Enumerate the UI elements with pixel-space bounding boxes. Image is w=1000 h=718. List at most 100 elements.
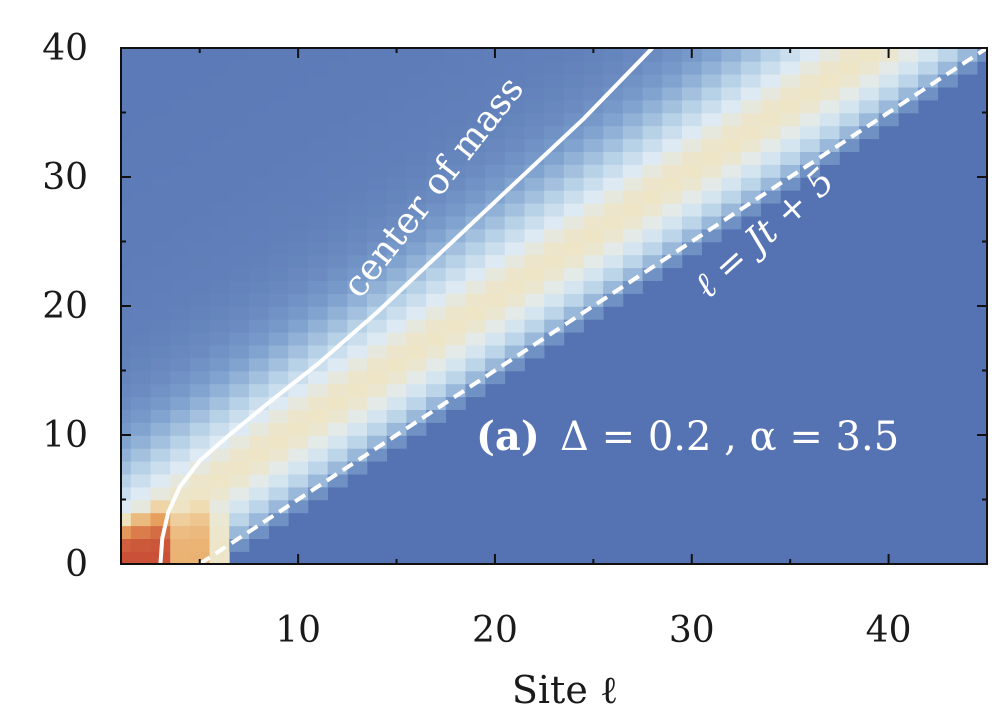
heatmap-cell bbox=[839, 73, 860, 88]
heatmap-cell bbox=[229, 138, 250, 152]
heatmap-cell bbox=[150, 486, 171, 501]
heatmap-cell bbox=[445, 215, 466, 230]
heatmap-cell bbox=[170, 331, 191, 346]
heatmap-cell bbox=[327, 60, 348, 75]
heatmap-cell bbox=[327, 267, 348, 281]
heatmap-cell bbox=[268, 473, 289, 488]
heatmap-cell bbox=[307, 151, 329, 165]
heatmap-cell bbox=[367, 138, 388, 152]
heatmap-cell bbox=[170, 241, 191, 256]
heatmap-cell bbox=[189, 48, 210, 62]
heatmap-cell bbox=[327, 215, 348, 230]
heatmap-cell bbox=[307, 280, 329, 294]
heatmap-cell bbox=[740, 73, 762, 88]
heatmap-cell bbox=[288, 164, 309, 178]
heatmap-cell bbox=[406, 344, 427, 359]
heatmap-cell bbox=[229, 357, 250, 372]
heatmap-cell bbox=[229, 383, 250, 398]
heatmap-cell bbox=[524, 318, 545, 333]
heatmap-cell bbox=[170, 189, 191, 204]
heatmap-cell bbox=[485, 73, 506, 88]
heatmap-cell bbox=[583, 151, 604, 165]
heatmap-cell bbox=[268, 177, 289, 191]
heatmap-cell bbox=[130, 512, 151, 527]
y-tick-label: 10 bbox=[42, 415, 88, 456]
heatmap-cell bbox=[170, 460, 191, 475]
heatmap-cell bbox=[170, 254, 191, 269]
heatmap-cell bbox=[150, 73, 171, 88]
heatmap-cell bbox=[130, 125, 151, 140]
heatmap-cell bbox=[386, 138, 407, 152]
heatmap-cell bbox=[819, 99, 840, 114]
heatmap-cell bbox=[524, 112, 545, 127]
heatmap-cell bbox=[622, 241, 643, 256]
heatmap-cell bbox=[248, 241, 269, 256]
heatmap-cell bbox=[544, 267, 565, 281]
heatmap-cell bbox=[121, 125, 132, 140]
heatmap-cell bbox=[681, 73, 702, 88]
heatmap-cell bbox=[268, 60, 289, 75]
heatmap-cell bbox=[642, 138, 663, 152]
heatmap-cell bbox=[288, 60, 309, 75]
heatmap-cell bbox=[268, 331, 289, 346]
heatmap-cell bbox=[209, 331, 230, 346]
heatmap-cell bbox=[859, 99, 880, 114]
heatmap-cell bbox=[130, 435, 151, 449]
heatmap-cell bbox=[248, 228, 269, 243]
heatmap-cell bbox=[642, 86, 663, 101]
heatmap-cell bbox=[367, 370, 388, 385]
heatmap-cell bbox=[248, 331, 269, 346]
heatmap-cell bbox=[603, 60, 624, 75]
heatmap-cell bbox=[189, 202, 210, 217]
heatmap-cell bbox=[465, 331, 486, 346]
heatmap-cell bbox=[229, 60, 250, 75]
heatmap-cell bbox=[563, 138, 584, 152]
heatmap-cell bbox=[121, 60, 132, 75]
heatmap-cell bbox=[248, 280, 269, 294]
heatmap-cell bbox=[800, 125, 821, 140]
heatmap-cell bbox=[189, 422, 210, 436]
heatmap-cell bbox=[367, 383, 388, 398]
heatmap-cell bbox=[465, 99, 486, 114]
heatmap-cell bbox=[130, 306, 151, 320]
heatmap-cell bbox=[248, 422, 269, 436]
heatmap-cell bbox=[642, 125, 663, 140]
heatmap-cell bbox=[130, 215, 151, 230]
heatmap-cell bbox=[248, 306, 269, 320]
heatmap-cell bbox=[386, 357, 407, 372]
axis-tick-labels: 10 20 30 40 0 10 20 30 40 bbox=[42, 28, 911, 651]
heatmap-cell bbox=[150, 164, 171, 178]
heatmap-cell bbox=[662, 138, 683, 152]
heatmap-cell bbox=[701, 151, 722, 165]
heatmap-cell bbox=[662, 177, 683, 191]
heatmap-cell bbox=[170, 215, 191, 230]
heatmap-cell bbox=[347, 254, 368, 269]
heatmap-cell bbox=[485, 164, 506, 178]
heatmap-cell bbox=[268, 202, 289, 217]
heatmap-cell bbox=[485, 189, 506, 204]
heatmap-cell bbox=[209, 525, 230, 539]
heatmap-cell bbox=[347, 73, 368, 88]
heatmap-cell bbox=[839, 60, 860, 75]
heatmap-cell bbox=[288, 422, 309, 436]
heatmap-cell bbox=[327, 293, 348, 307]
heatmap-cell bbox=[662, 202, 683, 217]
heatmap-cell bbox=[485, 280, 506, 294]
heatmap-cell bbox=[603, 202, 624, 217]
heatmap-cell bbox=[189, 189, 210, 204]
heatmap-cell bbox=[248, 215, 269, 230]
heatmap-cell bbox=[898, 86, 919, 101]
heatmap-cell bbox=[248, 164, 269, 178]
heatmap-cell bbox=[121, 215, 132, 230]
heatmap-cell bbox=[563, 241, 584, 256]
heatmap-cell bbox=[957, 60, 978, 75]
heatmap-cell bbox=[327, 48, 348, 62]
heatmap-cell bbox=[307, 228, 329, 243]
heatmap-cell bbox=[406, 241, 427, 256]
heatmap-cell bbox=[622, 138, 643, 152]
heatmap-cell bbox=[288, 357, 309, 372]
heatmap-cell bbox=[209, 189, 230, 204]
heatmap-cell bbox=[170, 306, 191, 320]
heatmap-cell bbox=[121, 73, 132, 88]
heatmap-cell bbox=[504, 228, 525, 243]
